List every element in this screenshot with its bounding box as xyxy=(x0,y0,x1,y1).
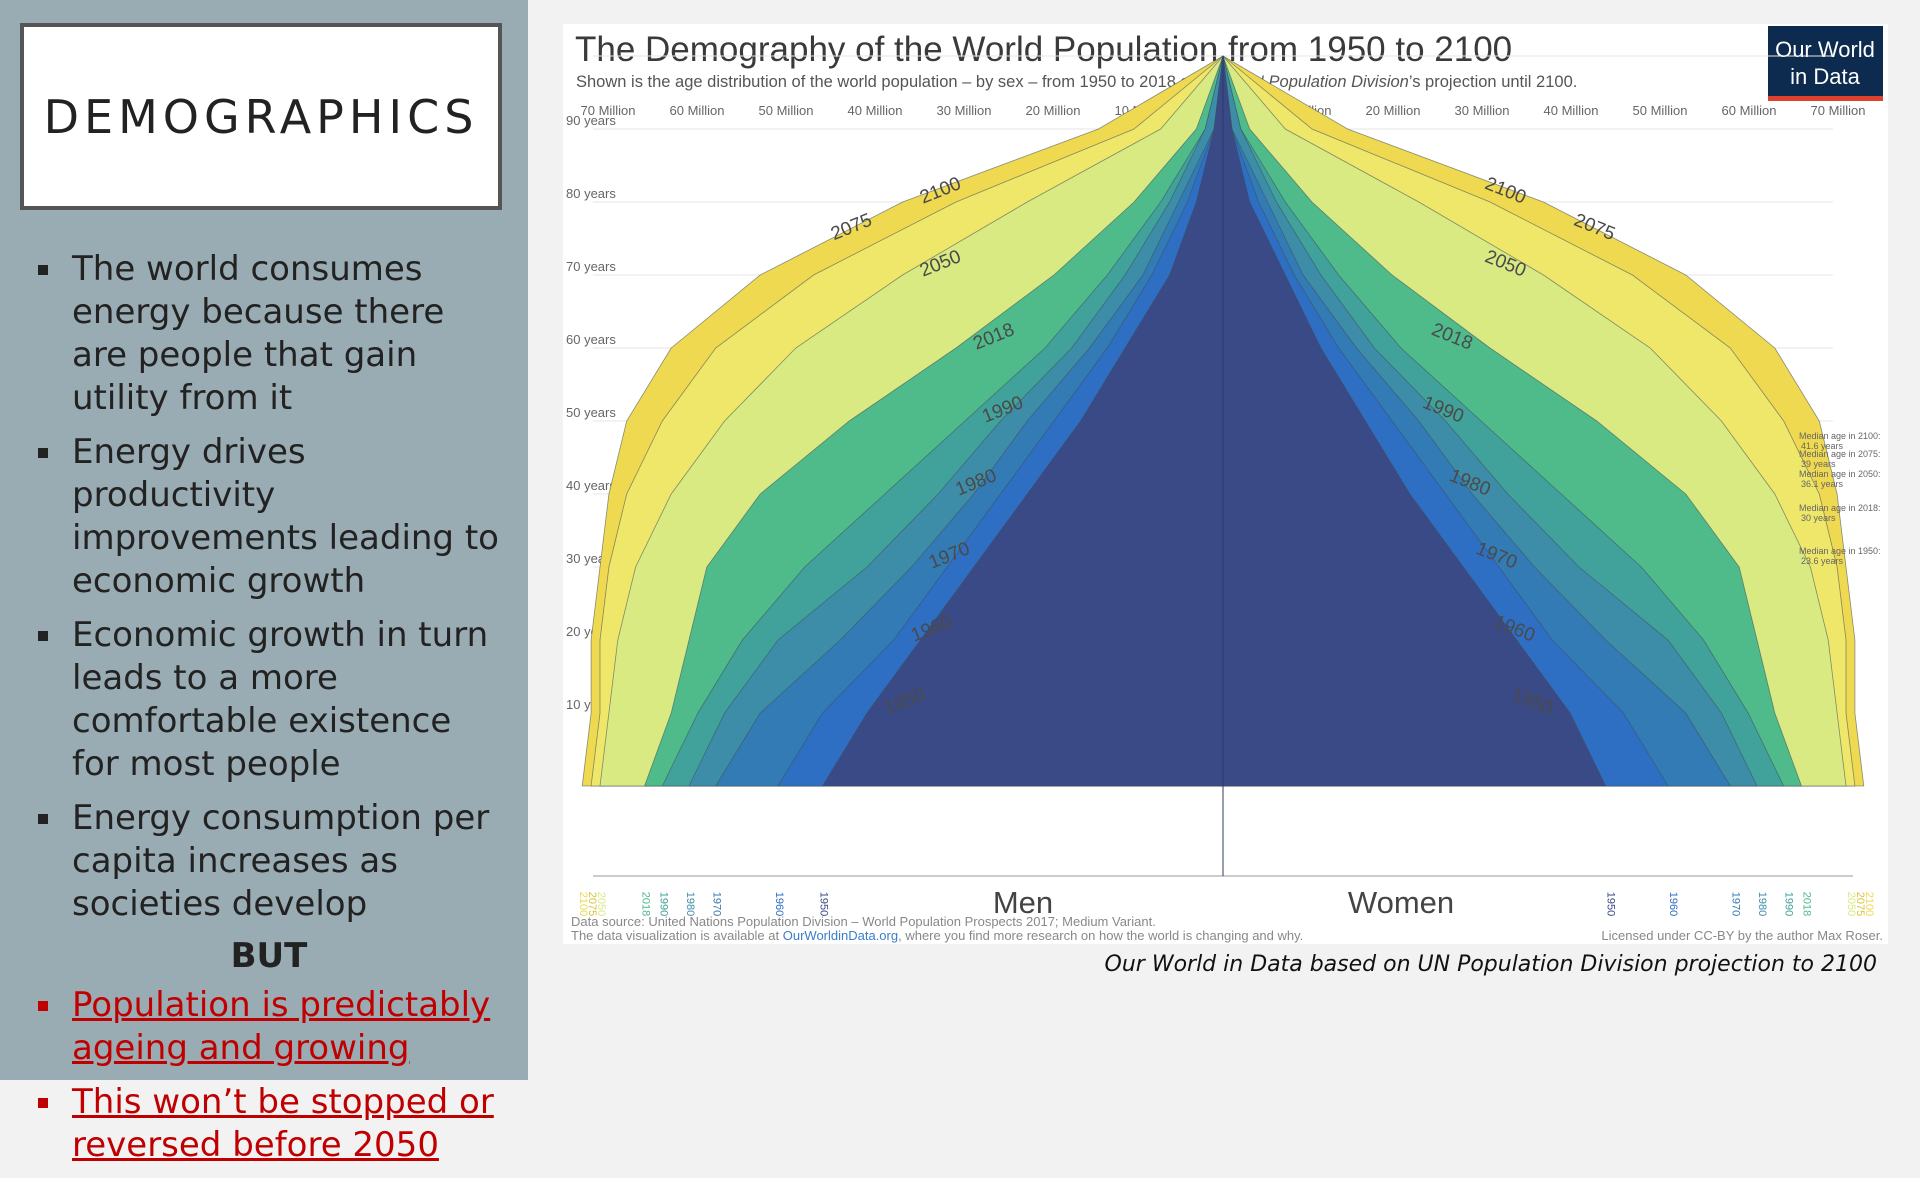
median-age-note: Median age in 2075:39 years xyxy=(1799,449,1881,469)
owid-logo-line2: in Data xyxy=(1790,64,1860,89)
x-tick-label: 70 Million xyxy=(581,103,636,118)
median-age-note: Median age in 2018:30 years xyxy=(1799,503,1881,523)
bullet-square-icon xyxy=(38,448,48,458)
x-tick-label: 30 Million xyxy=(937,103,992,118)
x-tick-label: 60 Million xyxy=(670,103,725,118)
y-tick-label: 50 years xyxy=(566,405,616,420)
bottom-year-label: 2100 xyxy=(577,892,589,916)
women-label: Women xyxy=(1348,885,1454,920)
chart-availability-note: The data visualization is available at O… xyxy=(571,928,1303,943)
x-tick-label: 70 Million xyxy=(1811,103,1866,118)
chart-title: The Demography of the World Population f… xyxy=(575,30,1512,69)
bullet-item: Energy drives productivity improvements … xyxy=(34,431,504,603)
owid-logo-badge xyxy=(1768,26,1883,100)
red-bullet-text: Population is predictably ageing and gro… xyxy=(72,985,491,1068)
owid-logo-accent xyxy=(1768,96,1883,101)
availability-text: The data visualization is available at xyxy=(571,928,783,943)
bullet-square-icon xyxy=(38,265,48,275)
availability-text: , where you find more research on how th… xyxy=(898,928,1303,943)
bullet-square-icon xyxy=(38,1001,48,1011)
population-chart-card: The Demography of the World Population f… xyxy=(563,24,1888,944)
bottom-year-label: 2018 xyxy=(1801,892,1813,916)
bottom-year-label: 1980 xyxy=(1756,892,1768,916)
median-age-note: Median age in 1950:23.6 years xyxy=(1799,546,1881,566)
population-pyramid-chart: The Demography of the World Population f… xyxy=(566,26,1883,943)
bottom-year-label: 2100 xyxy=(1863,892,1875,916)
red-bullet-item: Population is predictably ageing and gro… xyxy=(34,984,504,1070)
bottom-year-label: 2075 xyxy=(586,892,598,916)
chart-caption: Our World in Data based on UN Population… xyxy=(1104,952,1877,977)
bottom-year-label: 2050 xyxy=(595,892,607,916)
bottom-year-label: 1960 xyxy=(1667,892,1679,916)
owid-logo[interactable]: Our World in Data xyxy=(1768,26,1883,101)
owid-logo-line1: Our World xyxy=(1775,37,1875,62)
bullet-text: Energy drives productivity improvements … xyxy=(72,432,499,601)
chart-subtitle-emphasis: UN Population Division xyxy=(1240,73,1409,91)
y-tick-label: 70 years xyxy=(566,259,616,274)
median-age-label: Median age in 2100: xyxy=(1799,431,1881,441)
bullet-item: The world consumes energy because there … xyxy=(34,248,504,420)
y-tick-label: 80 years xyxy=(566,186,616,201)
bottom-year-label: 1990 xyxy=(1783,892,1795,916)
x-tick-label: 60 Million xyxy=(1722,103,1777,118)
median-age-label: Median age in 2018: xyxy=(1799,503,1881,513)
bullet-list: The world consumes energy because there … xyxy=(34,248,504,1178)
slide-title: DEMOGRAPHICS xyxy=(43,89,479,144)
bottom-year-label: 1980 xyxy=(684,892,696,916)
bullet-square-icon xyxy=(38,814,48,824)
red-bullet-text: This won’t be stopped or reversed before… xyxy=(72,1082,494,1165)
red-bullet-item: This won’t be stopped or reversed before… xyxy=(34,1081,504,1167)
median-age-value: 23.6 years xyxy=(1801,556,1844,566)
x-tick-label: 50 Million xyxy=(1633,103,1688,118)
y-tick-label: 90 years xyxy=(566,113,616,128)
bullet-square-icon xyxy=(38,1098,48,1108)
median-age-value: 39 years xyxy=(1801,459,1836,469)
chart-subtitle-part: ’s projection until 2100. xyxy=(1409,73,1577,91)
slide-sidebar: DEMOGRAPHICS The world consumes energy b… xyxy=(0,0,528,1165)
y-tick-label: 60 years xyxy=(566,332,616,347)
x-tick-label: 40 Million xyxy=(848,103,903,118)
bullet-square-icon xyxy=(38,631,48,641)
median-age-label: Median age in 2050: xyxy=(1799,469,1881,479)
median-age-label: Median age in 1950: xyxy=(1799,546,1881,556)
bottom-year-label: 1970 xyxy=(1729,892,1741,916)
chart-license-note: Licensed under CC-BY by the author Max R… xyxy=(1601,928,1883,943)
bottom-year-label: 2018 xyxy=(640,892,652,916)
median-age-value: 30 years xyxy=(1801,513,1836,523)
bottom-year-label: 1950 xyxy=(818,892,830,916)
bottom-year-label: 2075 xyxy=(1854,892,1866,916)
population-area-1950 xyxy=(821,55,1607,787)
chart-subtitle: Shown is the age distribution of the wor… xyxy=(576,73,1577,91)
but-heading: BUT xyxy=(230,936,308,976)
median-age-label: Median age in 2075: xyxy=(1799,449,1881,459)
bullet-item: Economic growth in turn leads to a more … xyxy=(34,614,504,786)
bottom-year-label: 1960 xyxy=(773,892,785,916)
x-tick-label: 50 Million xyxy=(759,103,814,118)
chart-source-note: Data source: United Nations Population D… xyxy=(571,914,1156,929)
men-label: Men xyxy=(993,885,1053,920)
bullet-text: Energy consumption per capita increases … xyxy=(72,798,490,924)
x-tick-label: 30 Million xyxy=(1455,103,1510,118)
bottom-year-label: 1990 xyxy=(657,892,669,916)
plot-area: 90 years 80 years 70 years 60 years 50 years… xyxy=(566,54,1881,920)
bullet-text: The world consumes energy because there … xyxy=(72,249,445,418)
bullet-text: Economic growth in turn leads to a more … xyxy=(72,615,489,784)
chart-subtitle-part: Shown is the age distribution of the wor… xyxy=(576,73,1240,91)
bottom-year-label: 1970 xyxy=(711,892,723,916)
median-age-value: 36.1 years xyxy=(1801,479,1844,489)
bottom-year-label: 2050 xyxy=(1845,892,1857,916)
x-tick-label: 20 Million xyxy=(1026,103,1081,118)
bottom-year-label: 1950 xyxy=(1605,892,1617,916)
median-age-note: Median age in 2050:36.1 years xyxy=(1799,469,1881,489)
y-tick-label: 40 years xyxy=(566,478,616,493)
x-tick-label: 40 Million xyxy=(1544,103,1599,118)
owid-link[interactable]: OurWorldinData.org xyxy=(783,928,898,943)
median-age-value: 41.6 years xyxy=(1801,441,1844,451)
x-tick-label: 20 Million xyxy=(1366,103,1421,118)
bullet-item: Energy consumption per capita increases … xyxy=(34,797,504,926)
slide-title-box: DEMOGRAPHICS xyxy=(20,23,502,210)
median-age-note: Median age in 2100:41.6 years xyxy=(1799,431,1881,451)
